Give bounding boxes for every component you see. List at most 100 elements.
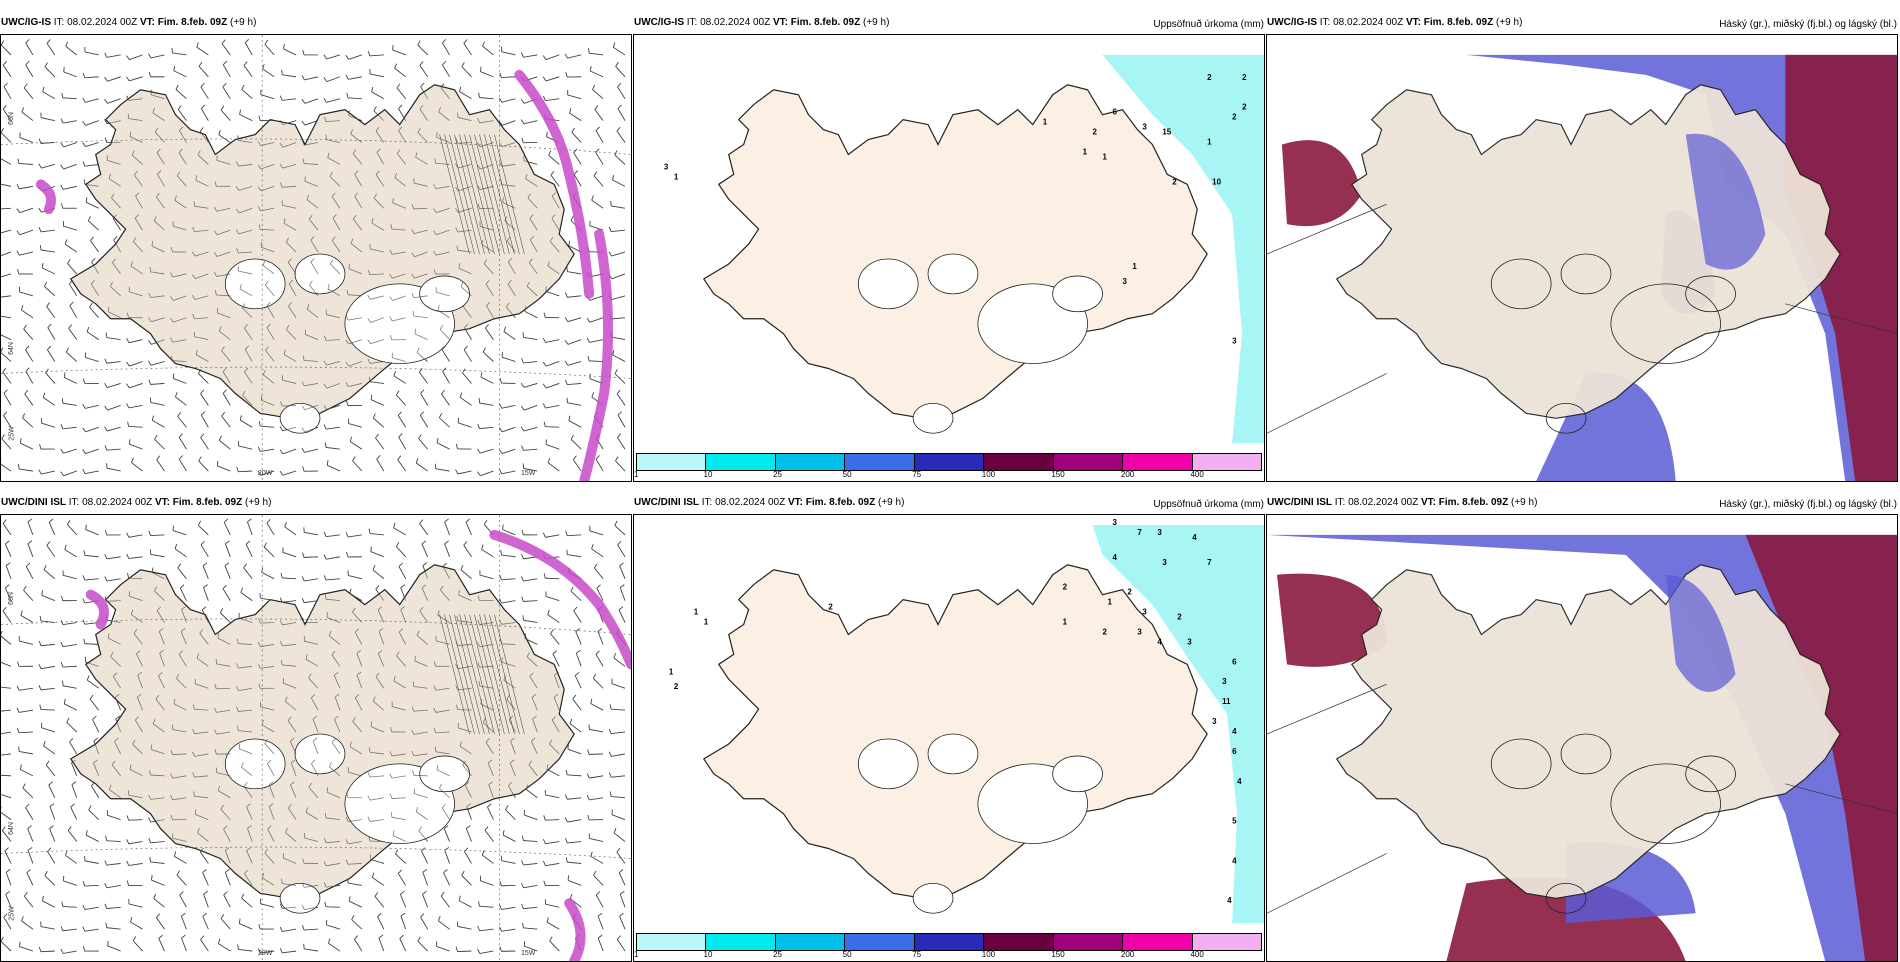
precip-value: 1 <box>704 618 709 627</box>
it-label: IT: <box>699 497 715 508</box>
it-label: IT: <box>684 17 700 28</box>
precip-value: 3 <box>1222 677 1227 686</box>
lat-label: 25W <box>9 426 16 440</box>
precip-value: 3 <box>1162 558 1167 567</box>
wind-map <box>1 35 631 481</box>
colorbar-cell <box>776 934 845 950</box>
colorbar-label: 150 <box>1051 470 1064 479</box>
colorbar-cells <box>636 453 1262 471</box>
colorbar-label: 25 <box>773 470 782 479</box>
vt-label: VT: <box>152 497 173 508</box>
colorbar-cell <box>984 934 1053 950</box>
vt-label: VT: <box>1403 17 1424 28</box>
precip-value: 1 <box>1103 152 1108 161</box>
colorbar-label: 100 <box>982 470 995 479</box>
precip-value: 4 <box>1157 637 1162 646</box>
panel-header: UWC/IG-IS IT: 08.02.2024 00Z VT: Fim. 8.… <box>634 17 889 28</box>
glacier <box>913 403 953 433</box>
precip-value: 2 <box>674 682 679 691</box>
precip-value: 6 <box>1232 657 1237 666</box>
colorbar-cell <box>1054 454 1123 470</box>
precip-value: 1 <box>1207 138 1212 147</box>
precip-value: 3 <box>1157 528 1162 537</box>
panel-title: Háský (gr.), miðský (fj.bl.) og lágský (… <box>1719 499 1897 510</box>
precip-value: 1 <box>1043 118 1048 127</box>
precip-value: 3 <box>1212 717 1217 726</box>
colorbar-label: 25 <box>773 950 782 959</box>
panel-header-row: UWC/DINI ISL IT: 08.02.2024 00Z VT: Fim.… <box>1267 495 1899 511</box>
iceland-land <box>704 85 1207 419</box>
panel-title: Uppsöfnuð úrkoma (mm) <box>1153 499 1264 510</box>
glacier <box>280 883 320 913</box>
precip-value: 1 <box>1063 618 1068 627</box>
it-value: 08.02.2024 00Z <box>67 17 137 28</box>
precip-value: 4 <box>1232 856 1237 865</box>
glacier <box>928 734 978 774</box>
glacier <box>858 259 918 309</box>
model-name: UWC/IG-IS <box>1267 17 1317 28</box>
lead-time: (+9 h) <box>242 497 271 508</box>
panel-header-row: UWC/IG-IS IT: 08.02.2024 00Z VT: Fim. 8.… <box>1267 15 1899 31</box>
lon-label: 15W <box>521 950 535 957</box>
colorbar-label: 200 <box>1121 950 1134 959</box>
panel-header: UWC/DINI ISL IT: 08.02.2024 00Z VT: Fim.… <box>634 497 904 508</box>
colorbar-cell <box>915 934 984 950</box>
cloud-map <box>1267 515 1897 961</box>
precip-value: 7 <box>1137 528 1142 537</box>
colorbar-cell <box>1123 934 1192 950</box>
panel-header-row: UWC/IG-IS IT: 08.02.2024 00Z VT: Fim. 8.… <box>1 15 633 31</box>
glacier <box>913 883 953 913</box>
vt-label: VT: <box>770 17 791 28</box>
it-label: IT: <box>1317 17 1333 28</box>
panel-title: Uppsöfnuð úrkoma (mm) <box>1153 19 1264 30</box>
precip-value: 3 <box>1142 123 1147 132</box>
colorbar-label: 1 <box>634 950 638 959</box>
colorbar-label: 400 <box>1190 950 1203 959</box>
precip-value: 1 <box>1083 147 1088 156</box>
colorbar-label: 50 <box>843 470 852 479</box>
colorbar-cell <box>776 454 845 470</box>
glacier <box>1053 756 1103 792</box>
precip-value: 7 <box>1207 558 1212 567</box>
precip-value: 2 <box>1177 613 1182 622</box>
lon-label: 20W <box>258 950 272 957</box>
lat-label: 25W <box>9 906 16 920</box>
lat-label: 64N <box>8 342 15 355</box>
glacier <box>858 739 918 789</box>
iceland-land <box>704 565 1207 899</box>
panel-header: UWC/IG-IS IT: 08.02.2024 00Z VT: Fim. 8.… <box>1 17 256 28</box>
precip-value: 3 <box>664 162 669 171</box>
colorbar-cell <box>706 454 775 470</box>
precip-value: 4 <box>1112 553 1117 562</box>
precip-value: 5 <box>1232 817 1237 826</box>
lat-label: 66N <box>8 112 15 125</box>
vt-value: Fim. 8.feb. 09Z <box>806 497 875 508</box>
precip-value: 3 <box>1112 518 1117 527</box>
precip-value: 1 <box>1132 262 1137 271</box>
precip-value: 1 <box>674 172 679 181</box>
panel-header-row: UWC/IG-IS IT: 08.02.2024 00Z VT: Fim. 8.… <box>634 15 1266 31</box>
panel-title: Háský (gr.), miðský (fj.bl.) og lágský (… <box>1719 19 1897 30</box>
model-name: UWC/DINI ISL <box>634 497 699 508</box>
colorbar-cell <box>706 934 775 950</box>
precip-value: 4 <box>1227 896 1232 905</box>
cloud-area <box>1282 140 1362 226</box>
precip-value: 6 <box>1232 747 1237 756</box>
precip-value: 6 <box>1112 108 1117 117</box>
precip-value: 4 <box>1232 727 1237 736</box>
model-name: UWC/IG-IS <box>1 17 51 28</box>
colorbar-cell <box>1193 454 1261 470</box>
panel-header: UWC/DINI ISL IT: 08.02.2024 00Z VT: Fim.… <box>1267 497 1537 508</box>
wind-map <box>1 515 631 961</box>
it-label: IT: <box>66 497 82 508</box>
colorbar-cell <box>1193 934 1261 950</box>
vt-value: Fim. 8.feb. 09Z <box>158 17 227 28</box>
precip-value: 2 <box>1103 627 1108 636</box>
precip-value: 15 <box>1162 128 1171 137</box>
precip-value: 2 <box>1127 588 1132 597</box>
